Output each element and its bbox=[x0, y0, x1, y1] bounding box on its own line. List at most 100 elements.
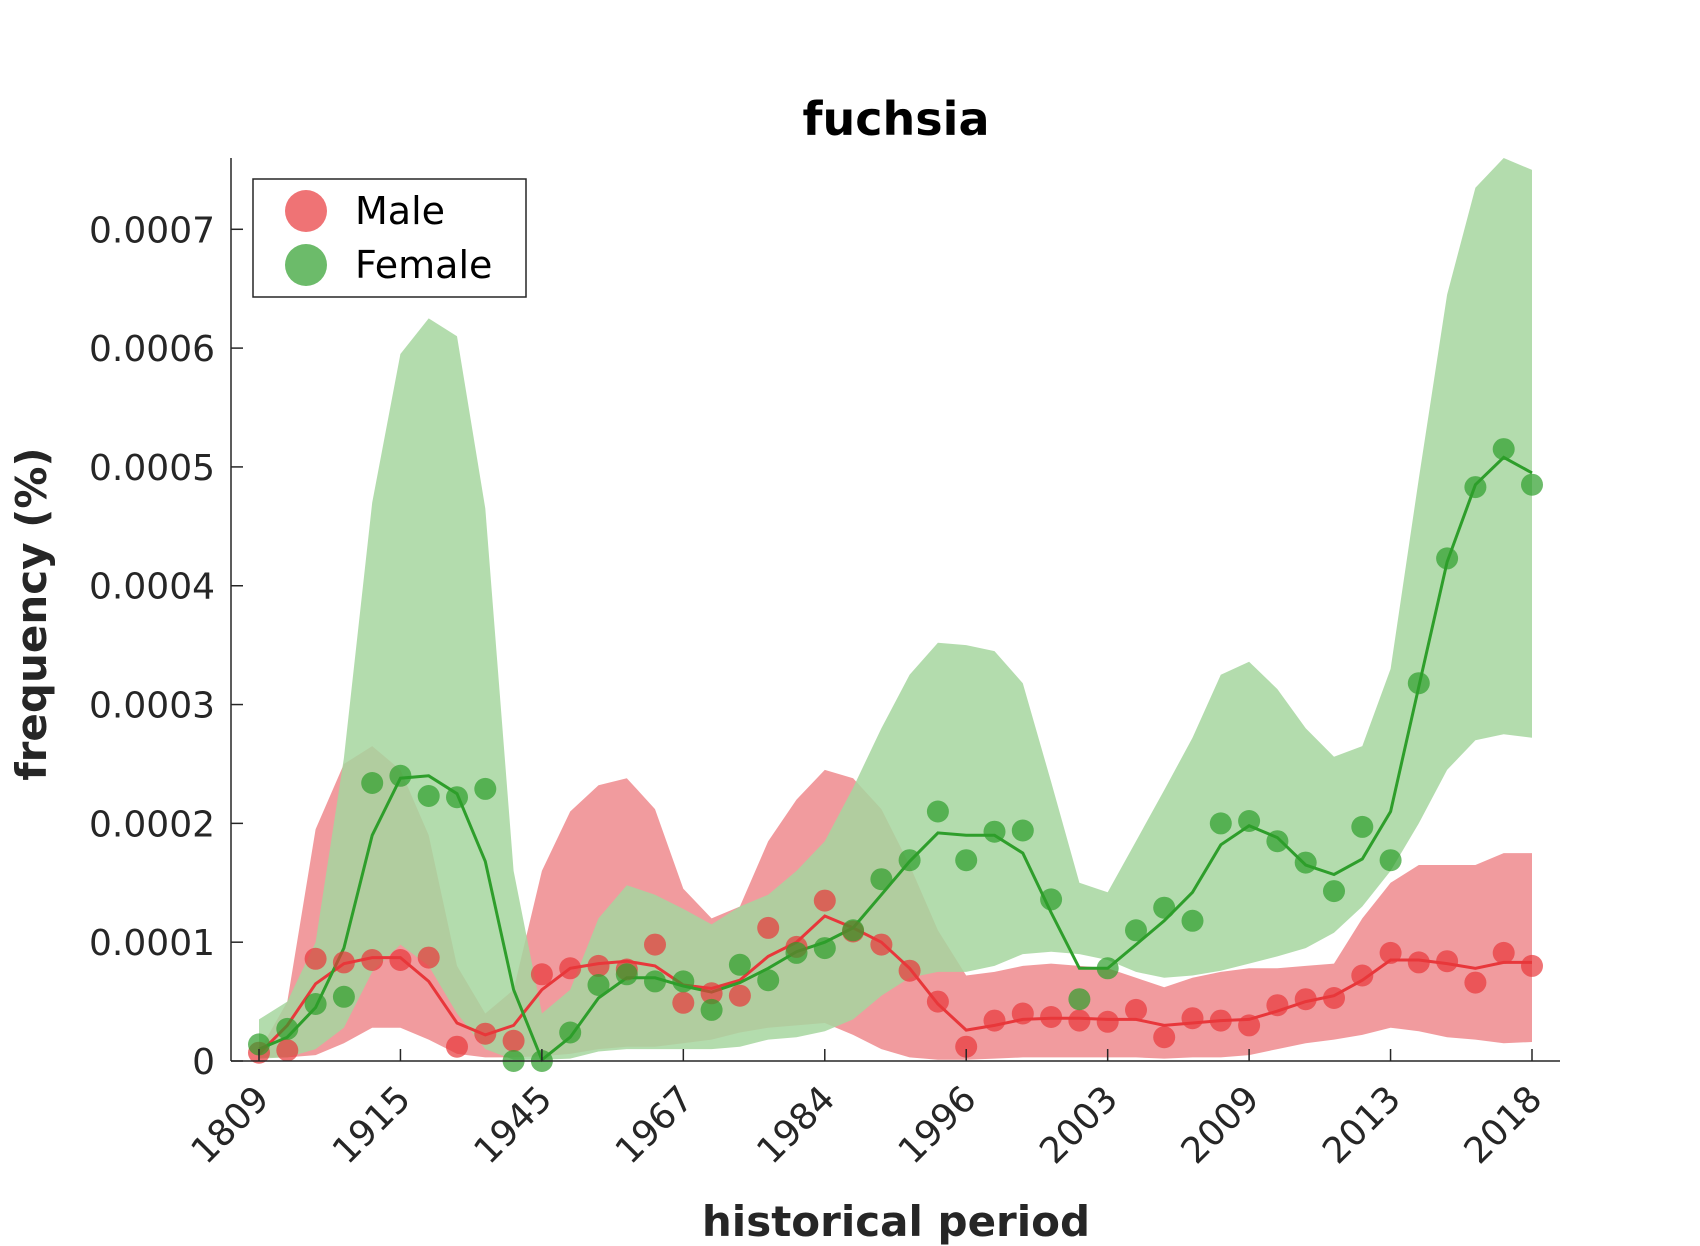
female-point bbox=[1323, 880, 1345, 903]
male-point bbox=[1294, 988, 1317, 1011]
female-point bbox=[672, 970, 695, 993]
female-point bbox=[389, 764, 412, 787]
y-tick-label: 0.0005 bbox=[89, 448, 215, 489]
female-point bbox=[644, 970, 666, 993]
male-point bbox=[1209, 1009, 1232, 1032]
male-point bbox=[1351, 964, 1374, 987]
y-axis-label: frequency (%) bbox=[7, 447, 56, 780]
axes bbox=[230, 158, 1560, 1062]
y-tick-label: 0.0004 bbox=[89, 567, 215, 608]
male-point bbox=[813, 889, 836, 912]
male-point bbox=[898, 959, 921, 982]
legend-marker-male bbox=[285, 190, 327, 232]
legend-marker-female bbox=[285, 244, 327, 286]
female-point bbox=[813, 937, 836, 960]
male-point bbox=[700, 982, 723, 1005]
x-tick-label: 1915 bbox=[325, 1078, 419, 1172]
x-tick-label: 2003 bbox=[1032, 1078, 1126, 1172]
y-ticks: 0 0.0001 0.0002 0.0003 0.0004 0.0005 0.0006 0.0… bbox=[89, 210, 243, 1083]
male-point bbox=[1492, 941, 1515, 964]
male-point bbox=[1040, 1006, 1063, 1028]
y-tick-label: 0.0002 bbox=[89, 804, 215, 845]
x-axis-label: historical period bbox=[702, 1197, 1090, 1246]
y-tick-label: 0.0001 bbox=[89, 923, 215, 964]
female-point bbox=[1040, 888, 1063, 911]
female-point bbox=[1096, 957, 1119, 980]
male-point bbox=[474, 1022, 497, 1045]
male-point bbox=[559, 957, 582, 980]
female-point bbox=[1238, 810, 1261, 832]
male-point bbox=[1068, 1009, 1091, 1032]
female-point bbox=[1266, 830, 1289, 853]
chart-title: fuchsia bbox=[803, 92, 990, 146]
y-tick-label: 0.0003 bbox=[89, 686, 215, 727]
female-point bbox=[1068, 988, 1091, 1011]
female-point bbox=[1209, 812, 1232, 835]
male-point bbox=[1407, 951, 1430, 974]
x-tick-label: 2018 bbox=[1457, 1078, 1551, 1172]
female-point bbox=[1379, 849, 1402, 872]
male-point bbox=[389, 949, 412, 971]
female-point bbox=[842, 919, 865, 942]
male-point bbox=[446, 1035, 468, 1058]
male-point bbox=[955, 1035, 978, 1058]
male-point bbox=[926, 990, 949, 1013]
legend-label-male: Male bbox=[355, 189, 445, 233]
male-point bbox=[1464, 971, 1487, 994]
male-point bbox=[304, 947, 327, 970]
male-point bbox=[1266, 994, 1289, 1017]
male-point bbox=[1153, 1026, 1176, 1049]
x-ticks: 1809 1915 1945 1967 1984 1996 2003 2009 2013 2018 bbox=[184, 1049, 1551, 1172]
male-point bbox=[276, 1039, 299, 1062]
male-point bbox=[983, 1009, 1006, 1032]
female-trend-line bbox=[258, 455, 1533, 1063]
male-point bbox=[332, 951, 355, 974]
female-point bbox=[898, 849, 921, 872]
y-tick-label: 0.0007 bbox=[89, 210, 215, 251]
legend-label-female: Female bbox=[355, 243, 492, 287]
female-point bbox=[1294, 851, 1317, 874]
data-points bbox=[248, 438, 1543, 1072]
female-point bbox=[1153, 896, 1176, 919]
female-point bbox=[1407, 672, 1430, 695]
female-point bbox=[926, 800, 949, 823]
male-point bbox=[672, 991, 695, 1014]
male-point bbox=[1521, 954, 1543, 977]
female-point bbox=[700, 998, 723, 1021]
female-point bbox=[983, 820, 1006, 843]
female-point bbox=[955, 849, 978, 872]
female-confidence-band bbox=[259, 158, 1532, 1060]
y-tick-label: 0.0006 bbox=[89, 329, 215, 370]
female-point bbox=[332, 985, 355, 1008]
female-point bbox=[1436, 547, 1459, 570]
x-tick-label: 1967 bbox=[608, 1078, 702, 1172]
female-point bbox=[559, 1021, 582, 1044]
female-point bbox=[1464, 476, 1487, 499]
female-point bbox=[615, 963, 638, 986]
legend: Male Female bbox=[252, 178, 527, 298]
male-point bbox=[361, 949, 384, 971]
x-tick-label: 2009 bbox=[1174, 1078, 1268, 1172]
female-point bbox=[248, 1033, 270, 1056]
male-point bbox=[757, 916, 780, 939]
female-point bbox=[785, 941, 808, 964]
male-point bbox=[1096, 1010, 1119, 1033]
female-point bbox=[757, 969, 780, 992]
male-point bbox=[1379, 941, 1402, 964]
smoothed-lines bbox=[257, 455, 1533, 1063]
female-point bbox=[361, 772, 384, 794]
female-point bbox=[1125, 919, 1147, 942]
y-tick-label: 0 bbox=[192, 1042, 215, 1083]
male-point bbox=[728, 984, 751, 1007]
female-point bbox=[474, 777, 497, 800]
female-point bbox=[446, 786, 468, 809]
x-tick-label: 1996 bbox=[891, 1078, 985, 1172]
male-point bbox=[502, 1029, 525, 1052]
female-point bbox=[1181, 909, 1204, 932]
female-point bbox=[1521, 473, 1543, 496]
female-point bbox=[1492, 438, 1515, 461]
male-point bbox=[417, 946, 440, 969]
male-point bbox=[1011, 1002, 1034, 1025]
confidence-bands bbox=[259, 158, 1532, 1060]
